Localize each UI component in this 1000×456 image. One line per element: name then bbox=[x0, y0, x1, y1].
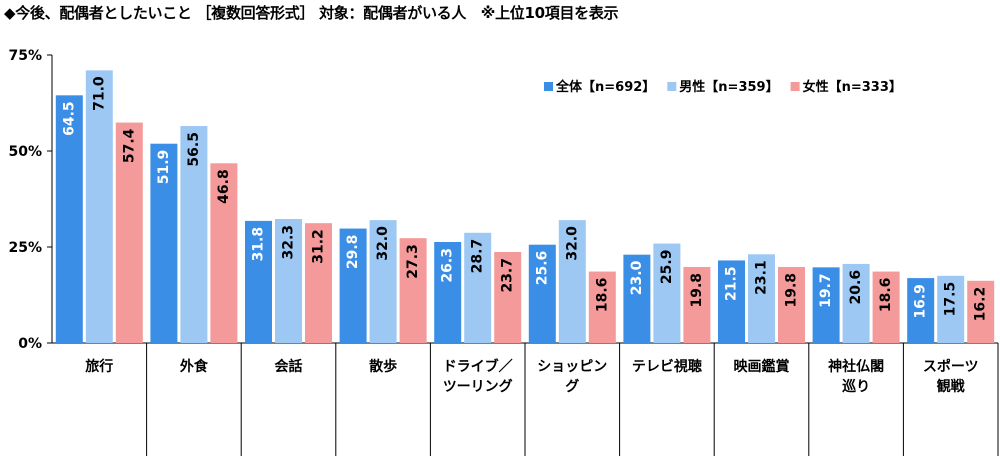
data-label: 18.6 bbox=[878, 278, 894, 313]
category-label: テレビ視聴 bbox=[632, 358, 702, 375]
y-tick-label: 25% bbox=[8, 240, 42, 256]
legend-swatch bbox=[667, 82, 677, 91]
data-label: 31.8 bbox=[251, 227, 267, 262]
data-label: 16.2 bbox=[973, 287, 989, 322]
data-label: 28.7 bbox=[470, 239, 486, 274]
category-label: ツーリング bbox=[443, 378, 513, 395]
data-label: 19.8 bbox=[784, 273, 800, 308]
legend-swatch bbox=[544, 82, 553, 91]
data-label: 32.0 bbox=[564, 226, 580, 261]
bar bbox=[653, 243, 681, 343]
y-tick-label: 50% bbox=[8, 144, 42, 160]
legend-label: 男性【n=359】 bbox=[679, 79, 778, 95]
bar bbox=[812, 267, 840, 343]
bar bbox=[842, 263, 870, 343]
bar bbox=[399, 238, 427, 343]
data-label: 23.7 bbox=[500, 258, 516, 293]
data-label: 32.0 bbox=[375, 226, 391, 261]
data-label: 71.0 bbox=[91, 76, 107, 111]
bar bbox=[115, 122, 143, 343]
category-label: ドライブ／ bbox=[443, 358, 513, 375]
legend-label: 女性【n=333】 bbox=[803, 79, 902, 95]
bar bbox=[305, 223, 332, 343]
data-label: 32.3 bbox=[281, 225, 297, 260]
bar bbox=[718, 260, 745, 343]
legend-label: 全体【n=692】 bbox=[555, 79, 655, 95]
category-label: 映画鑑賞 bbox=[734, 358, 790, 375]
data-label: 23.1 bbox=[754, 260, 770, 295]
category-label: 会話 bbox=[275, 358, 303, 375]
category-label: 観戦 bbox=[937, 378, 966, 395]
bar bbox=[623, 254, 651, 343]
category-label: 旅行 bbox=[85, 358, 113, 375]
bar bbox=[150, 143, 178, 343]
bar bbox=[434, 242, 462, 343]
data-label: 23.0 bbox=[629, 260, 645, 295]
bar bbox=[907, 278, 935, 343]
bar bbox=[937, 275, 965, 343]
data-label: 57.4 bbox=[121, 128, 137, 163]
bar bbox=[210, 163, 238, 343]
bar bbox=[872, 271, 900, 343]
category-label: スポーツ bbox=[923, 358, 979, 375]
bar bbox=[464, 232, 492, 343]
bar bbox=[967, 280, 995, 343]
data-label: 25.9 bbox=[659, 250, 675, 285]
category-label: 神社仏閣 bbox=[828, 358, 884, 375]
data-label: 56.5 bbox=[186, 132, 202, 167]
bar bbox=[339, 228, 367, 343]
bar bbox=[369, 220, 397, 343]
data-label: 26.3 bbox=[440, 248, 456, 283]
bar bbox=[558, 220, 586, 343]
category-label: ショッピン bbox=[537, 359, 607, 375]
bar bbox=[275, 218, 302, 343]
bar bbox=[85, 70, 113, 344]
data-label: 18.6 bbox=[594, 278, 610, 313]
bar bbox=[55, 95, 83, 343]
y-tick-label: 75% bbox=[8, 48, 42, 64]
data-label: 31.2 bbox=[311, 229, 327, 264]
data-label: 17.5 bbox=[943, 282, 959, 317]
category-label: 外食 bbox=[180, 358, 209, 375]
data-label: 46.8 bbox=[216, 169, 232, 204]
bar bbox=[588, 271, 616, 343]
data-label: 29.8 bbox=[345, 235, 361, 270]
bar bbox=[683, 266, 711, 343]
chart-title: ◆今後、配偶者としたいこと ［複数回答形式］ 対象：配偶者がいる人 ※上位10項… bbox=[4, 4, 619, 22]
bar bbox=[245, 220, 272, 343]
data-label: 16.9 bbox=[913, 284, 929, 319]
data-label: 27.3 bbox=[405, 244, 421, 279]
bar bbox=[778, 266, 805, 343]
data-label: 21.5 bbox=[724, 266, 740, 301]
category-label: 散歩 bbox=[369, 358, 397, 375]
legend-swatch bbox=[790, 82, 800, 91]
data-label: 25.6 bbox=[534, 251, 550, 286]
bar bbox=[180, 126, 208, 343]
data-label: 64.5 bbox=[61, 101, 77, 136]
data-label: 20.6 bbox=[848, 270, 864, 305]
data-label: 19.7 bbox=[818, 273, 834, 308]
category-label: 巡り bbox=[842, 379, 870, 395]
category-label: グ bbox=[565, 378, 579, 395]
bar bbox=[494, 251, 522, 343]
data-label: 19.8 bbox=[689, 273, 705, 308]
data-label: 51.9 bbox=[156, 150, 172, 185]
bar bbox=[748, 254, 775, 343]
bar bbox=[528, 244, 556, 343]
y-tick-label: 0% bbox=[18, 336, 42, 352]
